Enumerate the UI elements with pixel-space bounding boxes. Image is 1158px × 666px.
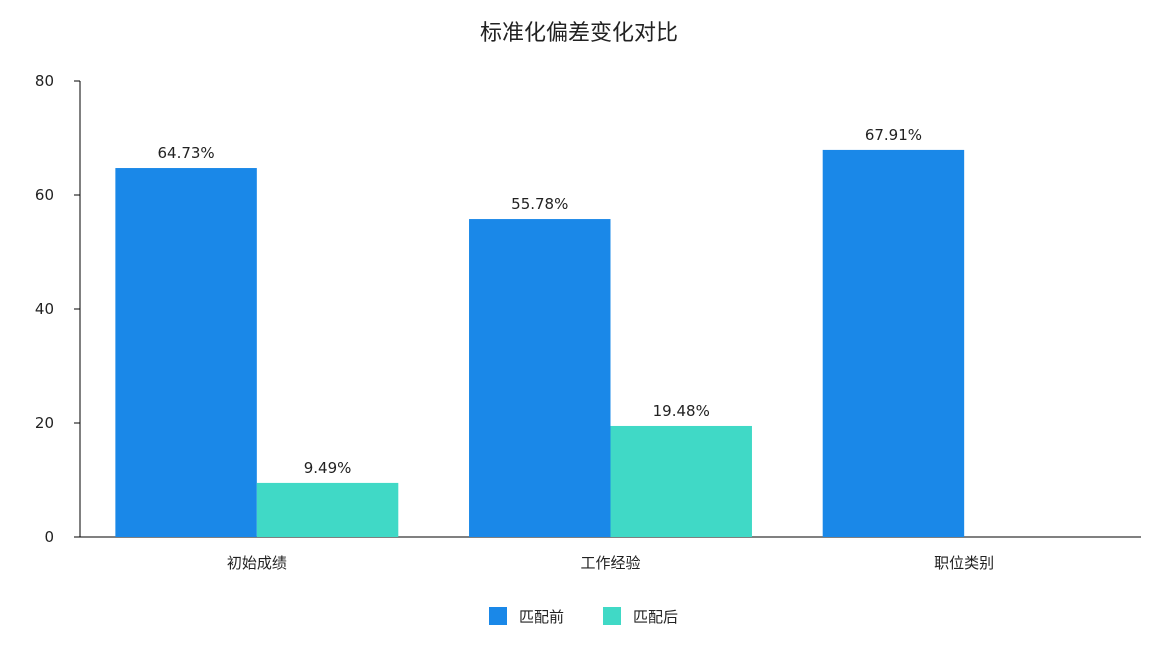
- chart-title: 标准化偏差变化对比: [480, 21, 678, 46]
- bar: [469, 219, 611, 537]
- data-label: 64.73%: [157, 144, 214, 162]
- y-tick-label: 60: [35, 186, 54, 204]
- data-label: 67.91%: [865, 126, 922, 144]
- legend-label: 匹配后: [633, 608, 678, 626]
- y-tick-label: 80: [35, 72, 54, 90]
- x-tick-label: 初始成绩: [227, 554, 287, 572]
- bar: [610, 425, 752, 537]
- legend-label: 匹配前: [519, 608, 564, 626]
- data-labels: 64.73% 9.49% 55.78% 19.48% 67.91%: [157, 126, 922, 477]
- bar: [256, 482, 399, 537]
- y-tick-label: 20: [35, 414, 54, 432]
- y-tick-label: 0: [44, 528, 54, 546]
- data-label: 9.49%: [304, 459, 352, 477]
- bar: [822, 149, 965, 537]
- bar: [115, 168, 257, 537]
- y-tick-label: 40: [35, 300, 54, 318]
- legend: 匹配前 匹配后: [489, 607, 678, 626]
- x-tick-label: 职位类别: [934, 554, 994, 572]
- x-tick-label: 工作经验: [580, 554, 640, 572]
- legend-swatch: [603, 607, 621, 625]
- bars: [115, 149, 965, 537]
- legend-swatch: [489, 607, 507, 625]
- data-label: 19.48%: [653, 402, 710, 420]
- data-label: 55.78%: [511, 195, 568, 213]
